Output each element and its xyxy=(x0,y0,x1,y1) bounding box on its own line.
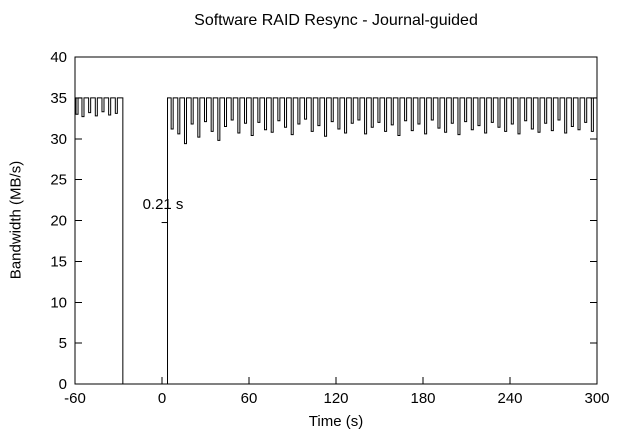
x-tick-label: 240 xyxy=(497,390,522,407)
y-tick-label: 0 xyxy=(59,376,67,393)
x-tick-label: 120 xyxy=(323,390,348,407)
chart-title: Software RAID Resync - Journal-guided xyxy=(194,12,478,29)
x-tick-label: -60 xyxy=(64,390,86,407)
x-tick-label: 0 xyxy=(158,390,166,407)
y-tick-label: 40 xyxy=(50,49,67,66)
x-tick-label: 180 xyxy=(410,390,435,407)
y-tick-label: 10 xyxy=(50,294,67,311)
axis-ticks xyxy=(74,56,598,385)
data-series-line xyxy=(75,97,597,385)
y-tick-label: 20 xyxy=(50,213,67,230)
y-tick-label: 25 xyxy=(50,172,67,189)
plot-frame xyxy=(74,56,598,385)
y-tick-label: 30 xyxy=(50,131,67,148)
x-tick-labels: -60 0 60 120 180 240 300 xyxy=(64,390,609,407)
x-tick-label: 300 xyxy=(584,390,609,407)
y-tick-label: 15 xyxy=(50,253,67,270)
y-tick-label: 35 xyxy=(50,90,67,107)
annotation-label: 0.21 s xyxy=(143,196,184,213)
x-tick-label: 60 xyxy=(241,390,258,407)
x-axis-title: Time (s) xyxy=(308,413,364,430)
y-tick-label: 5 xyxy=(59,335,67,352)
y-tick-labels: 0 5 10 15 20 25 30 35 40 xyxy=(50,49,67,393)
